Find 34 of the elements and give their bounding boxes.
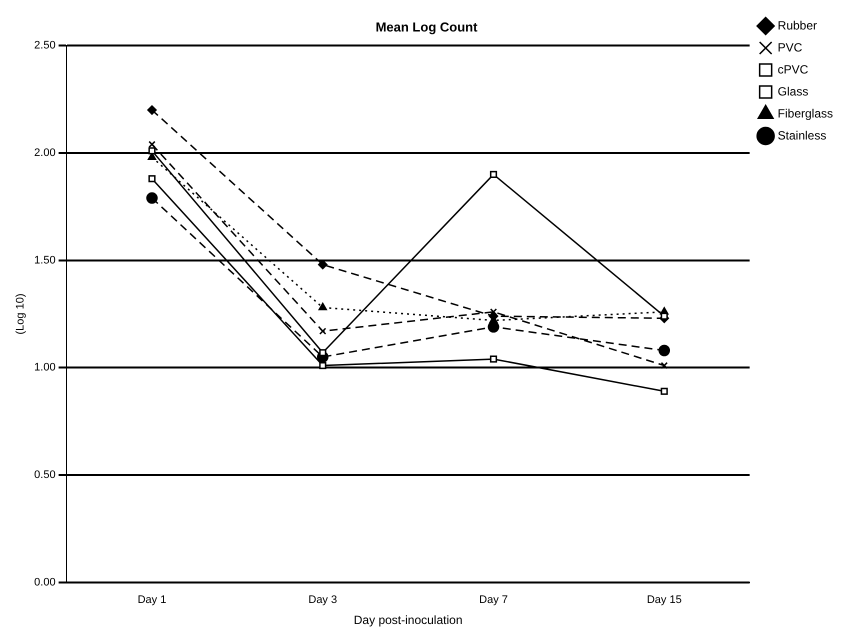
point <box>660 312 668 320</box>
point <box>146 192 158 204</box>
legend-label: Fiberglass <box>778 106 834 120</box>
x-tick-label: Day 1 <box>138 594 166 606</box>
legend-label: PVC <box>778 40 803 54</box>
y-tick-label: 0.00 <box>34 576 56 588</box>
legend-label: Glass <box>778 84 808 98</box>
y-tick-label: 2.50 <box>34 40 56 52</box>
x-axis-title: Day post-inoculation <box>354 613 462 628</box>
point <box>148 175 156 182</box>
point <box>319 362 326 370</box>
y-axis-title: (Log 10) <box>14 294 27 334</box>
point <box>658 344 670 356</box>
point <box>660 388 668 395</box>
point <box>318 302 327 310</box>
y-tick-label: 1.50 <box>34 254 56 266</box>
chart-title: Mean Log Count <box>376 19 478 34</box>
x-tick-label: Day 3 <box>308 594 338 606</box>
point <box>148 140 156 148</box>
legend-label: Rubber <box>778 18 818 32</box>
point <box>490 356 498 363</box>
point <box>490 170 498 178</box>
point <box>148 147 156 154</box>
point <box>490 308 498 316</box>
y-tick-label: 0.50 <box>34 469 56 482</box>
x-tick-label: Day 15 <box>646 594 682 606</box>
y-tick-label: 1.00 <box>34 362 56 374</box>
legend-label: Stainless <box>778 128 826 142</box>
legend-label: cPVC <box>778 62 809 76</box>
y-tick-label: 2.00 <box>34 146 56 159</box>
point <box>147 105 157 115</box>
x-tick-label: Day 7 <box>479 594 508 606</box>
point <box>319 328 326 335</box>
point <box>660 362 668 370</box>
